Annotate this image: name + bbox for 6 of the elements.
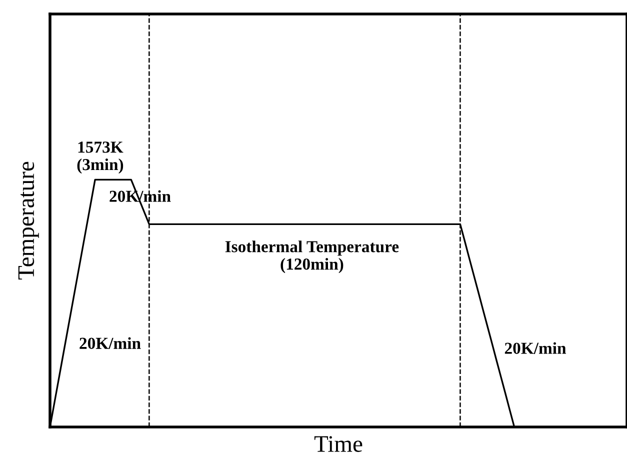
x-axis-title: Time	[314, 436, 362, 452]
y-axis-title: Temperature	[18, 162, 39, 280]
annotation: Isothermal Temperature (120min)	[225, 240, 399, 274]
text: 1573K (3min)	[77, 142, 124, 174]
annotation: 20K/min	[80, 337, 141, 349]
annotation: 20K/min	[504, 342, 566, 354]
